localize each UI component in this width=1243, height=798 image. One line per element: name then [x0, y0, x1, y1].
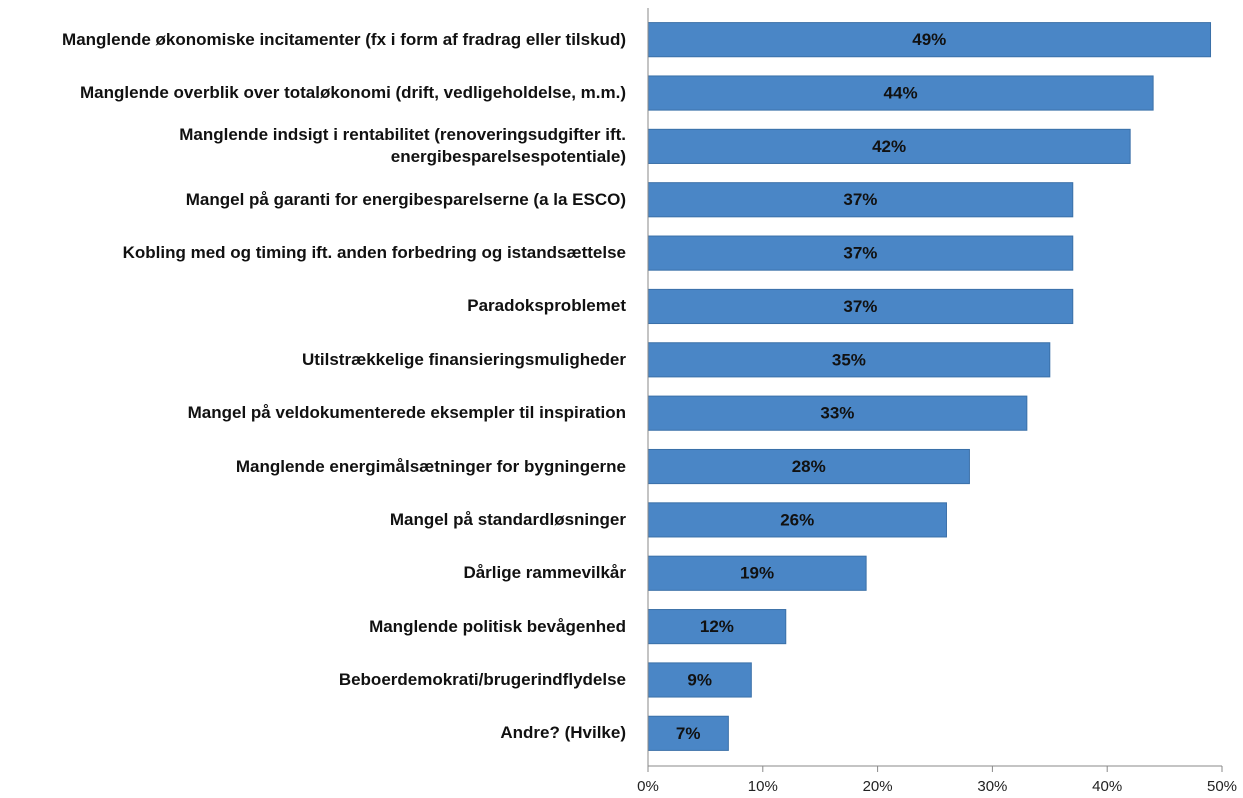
bar	[647, 502, 947, 538]
x-tick-label: 50%	[1207, 778, 1237, 795]
x-tick-label: 0%	[637, 778, 659, 795]
category-label: Kobling med og timing ift. anden forbedr…	[122, 243, 626, 263]
bar	[647, 555, 867, 591]
category-label: Mangel på garanti for energibesparelsern…	[185, 189, 626, 209]
category-label: Beboerdemokrati/brugerindflydelse	[338, 669, 626, 689]
data-label: 37%	[843, 190, 877, 209]
category-label: Mangel på veldokumenterede eksempler til…	[187, 403, 626, 423]
bar	[647, 182, 1074, 218]
bar	[647, 662, 752, 698]
bar	[647, 715, 729, 751]
bar	[647, 342, 1051, 378]
bar	[647, 609, 787, 645]
category-label: Manglende indsigt i rentabilitet (renove…	[179, 125, 626, 167]
category-label: Mangel på standardløsninger	[389, 509, 626, 529]
data-label: 37%	[843, 244, 877, 263]
data-label: 9%	[687, 670, 712, 689]
bar	[647, 448, 970, 485]
data-label: 19%	[740, 564, 774, 583]
data-label: 37%	[843, 297, 877, 316]
category-label: Manglende økonomiske incitamenter (fx i …	[62, 29, 626, 49]
data-label: 12%	[700, 617, 734, 636]
x-tick-label: 40%	[1092, 778, 1122, 795]
data-label: 26%	[780, 510, 814, 529]
bar	[647, 235, 1074, 271]
bar	[647, 22, 1212, 58]
data-label: 42%	[872, 137, 906, 156]
x-tick-label: 20%	[863, 778, 893, 795]
category-label: Paradoksproblemet	[467, 296, 626, 316]
bar	[647, 128, 1131, 164]
bar	[647, 395, 1028, 431]
category-label: Manglende overblik over totaløkonomi (dr…	[80, 83, 626, 103]
bar	[647, 75, 1154, 111]
data-label: 49%	[912, 30, 946, 49]
category-label: Manglende politisk bevågenhed	[369, 616, 626, 636]
data-label: 33%	[820, 404, 854, 423]
data-label: 44%	[884, 84, 918, 103]
category-label: Dårlige rammevilkår	[463, 563, 626, 583]
data-label: 28%	[792, 457, 826, 476]
x-tick-label: 10%	[748, 778, 778, 795]
x-tick-label: 30%	[977, 778, 1007, 795]
bar	[647, 288, 1074, 325]
category-label: Andre? (Hvilke)	[500, 723, 626, 743]
data-label: 35%	[832, 350, 866, 369]
category-label: Manglende energimålsætninger for bygning…	[235, 456, 626, 476]
category-label: Utilstrækkelige finansieringsmuligheder	[301, 349, 626, 369]
data-label: 7%	[676, 724, 701, 743]
